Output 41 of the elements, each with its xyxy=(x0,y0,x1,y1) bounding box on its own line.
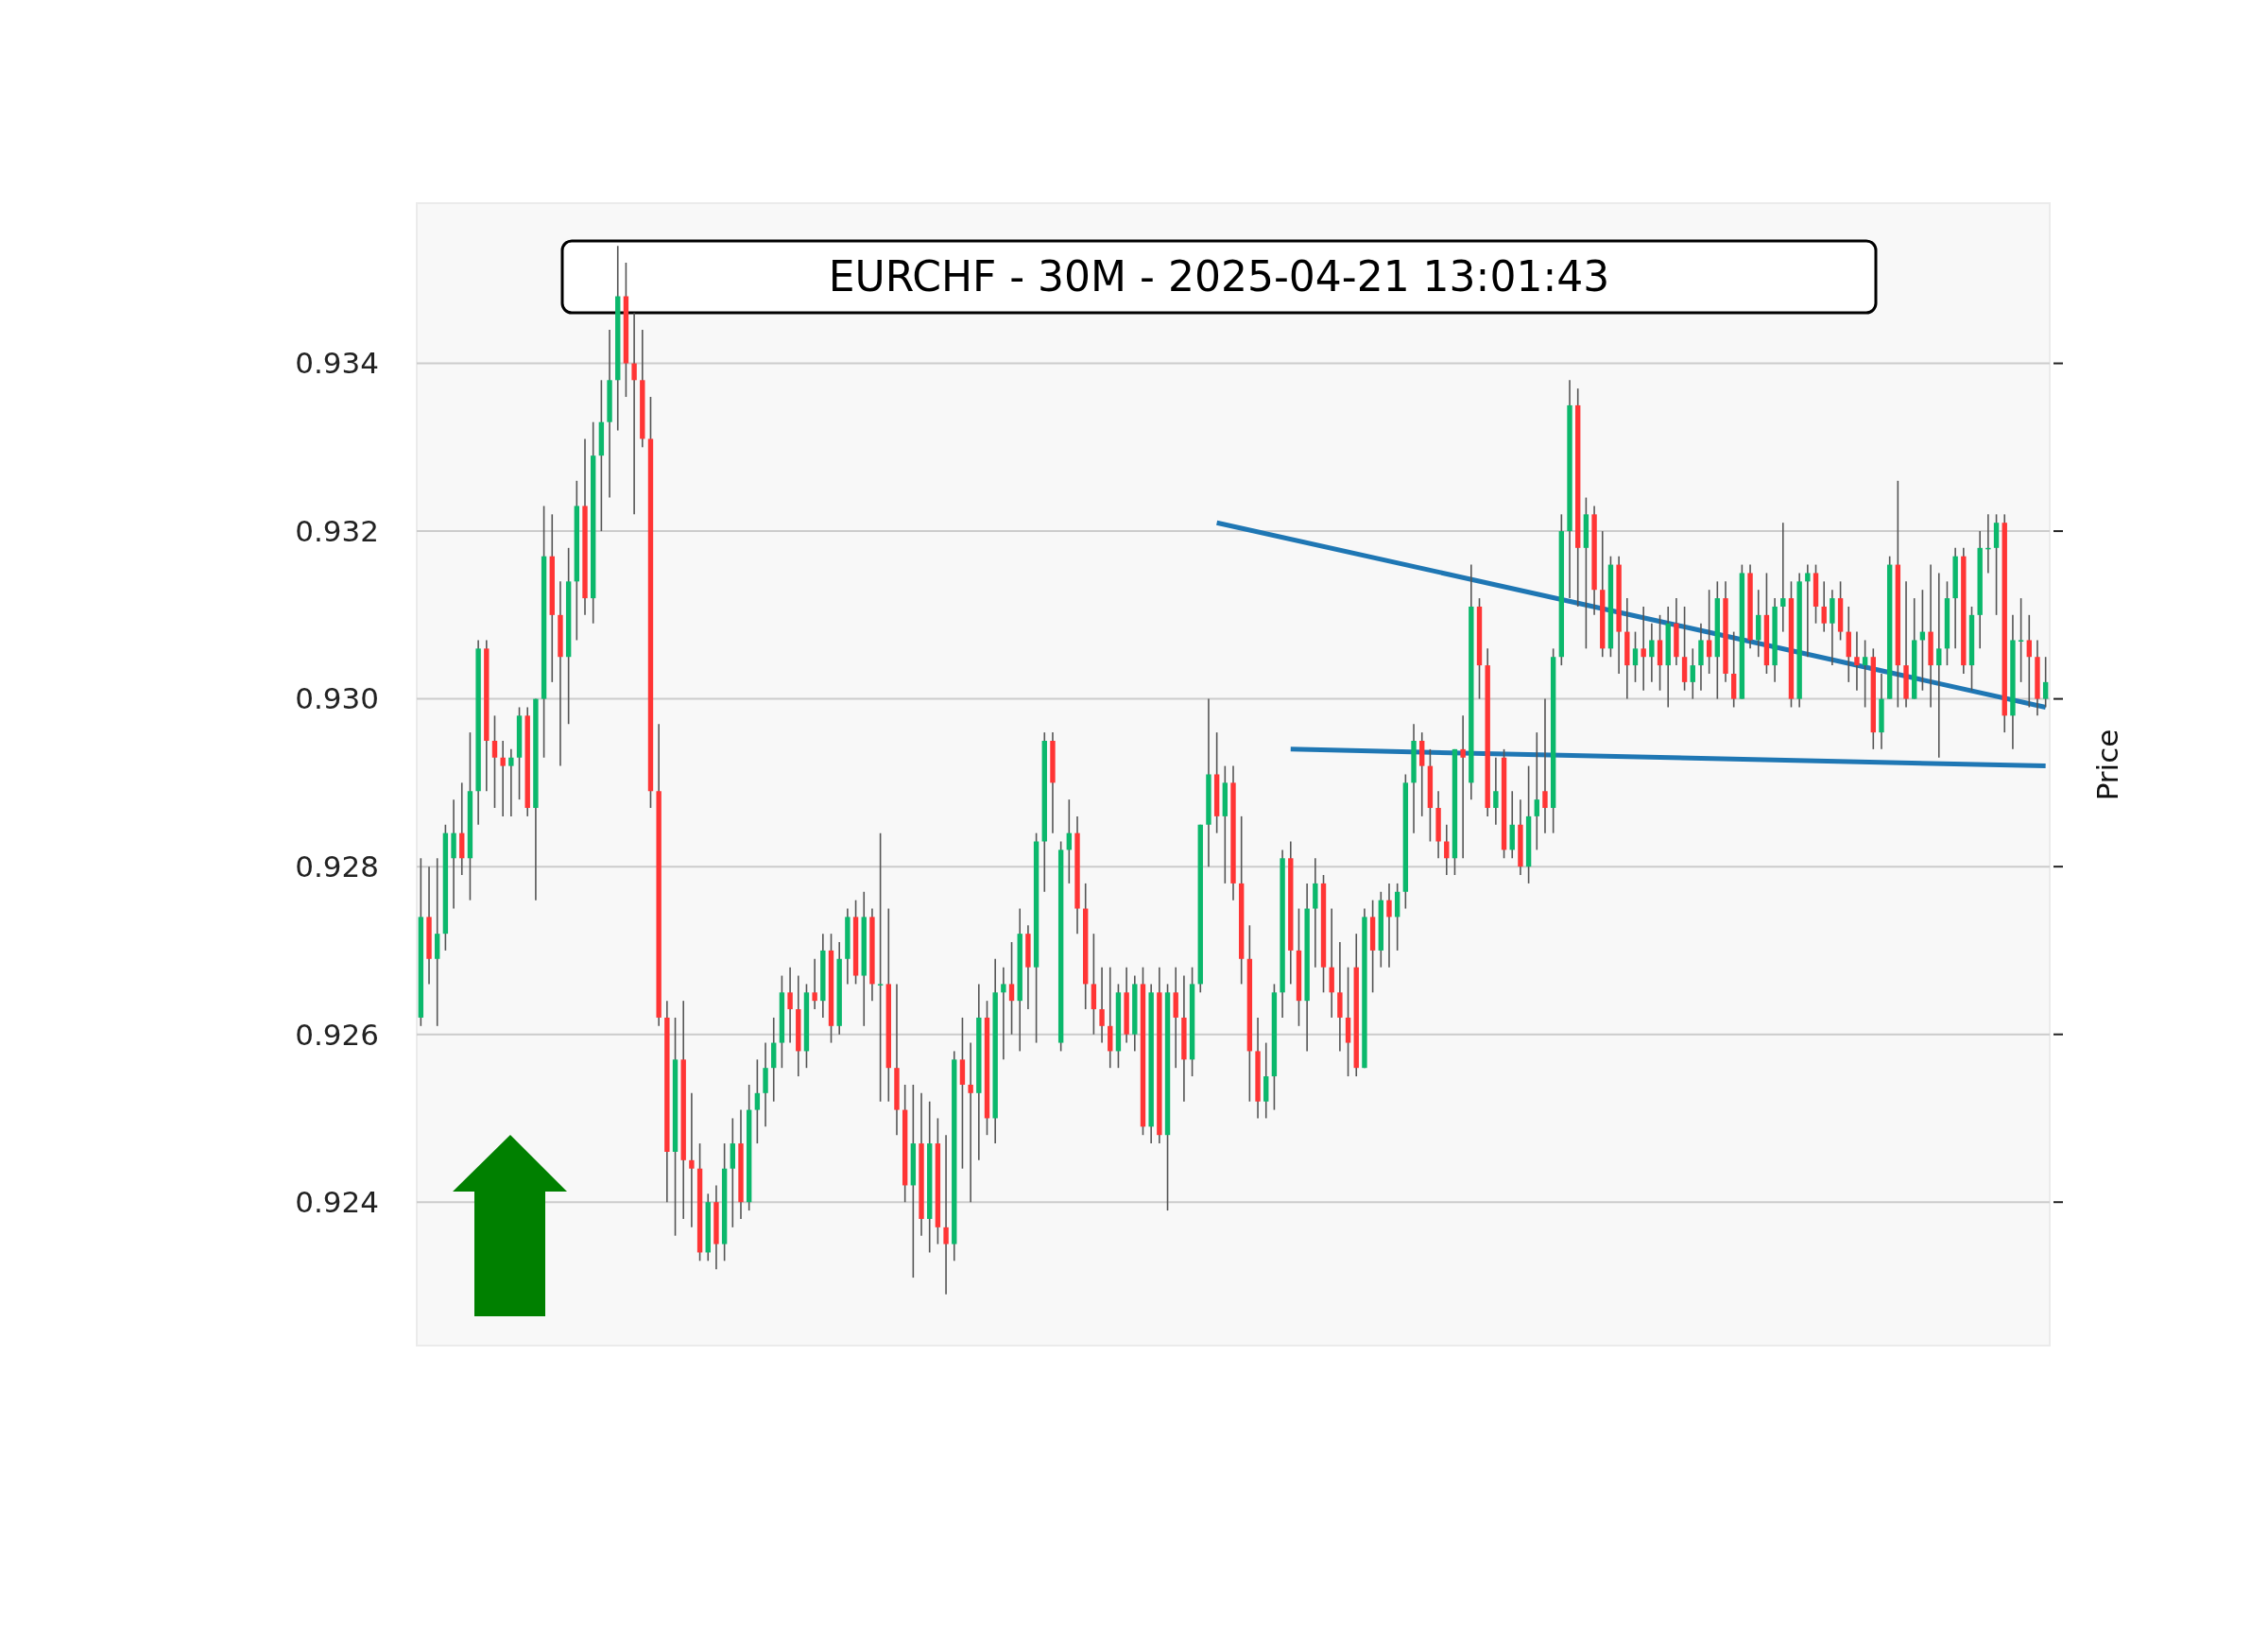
candlestick xyxy=(943,1134,949,1295)
candlestick xyxy=(491,714,498,809)
candlestick xyxy=(1690,647,1695,700)
candlestick xyxy=(1936,572,1942,759)
y-tick-label: 0.926 xyxy=(295,1017,379,1052)
candlestick xyxy=(787,966,793,1044)
candlestick xyxy=(1493,756,1499,826)
y-tick-label: 0.930 xyxy=(295,681,379,716)
candlestick xyxy=(968,1041,973,1204)
y-tick-label: 0.932 xyxy=(295,513,379,548)
candlestick xyxy=(2018,597,2024,683)
candlestick xyxy=(2026,614,2032,709)
candlestick xyxy=(631,312,637,516)
candlestick xyxy=(812,957,817,1010)
candlestick xyxy=(1821,580,1827,633)
candlestick xyxy=(689,1092,695,1228)
y-axis-title: Price xyxy=(2089,729,2124,801)
y-tick-label: 0.934 xyxy=(295,346,379,381)
candlestick xyxy=(1805,563,1811,659)
candlestick xyxy=(1649,622,1655,683)
candlestick xyxy=(1460,714,1466,860)
y-tick-label: 0.928 xyxy=(295,849,379,884)
candlestick xyxy=(1854,630,1860,692)
candlestick xyxy=(508,748,514,817)
candlestick xyxy=(1008,941,1015,1036)
candlestick xyxy=(500,740,506,817)
candlestick xyxy=(1641,606,1646,692)
candlestick xyxy=(1706,589,1712,675)
text: EURCHF - 30M - 2025-04-21 13:01:43 xyxy=(828,252,1610,301)
candlestick xyxy=(1862,639,1868,709)
candlestick xyxy=(754,1058,761,1144)
candlestick xyxy=(1001,966,1006,1061)
candlestick xyxy=(1542,697,1548,834)
candlestick xyxy=(1780,522,1786,633)
candlestick xyxy=(2042,656,2049,709)
candlestick xyxy=(877,832,884,1103)
y-tick-label: 0.924 xyxy=(295,1185,379,1220)
candlestick xyxy=(1632,630,1639,683)
candlestick xyxy=(1099,966,1105,1044)
candlestick xyxy=(1386,883,1392,969)
candlestick xyxy=(1534,731,1539,851)
